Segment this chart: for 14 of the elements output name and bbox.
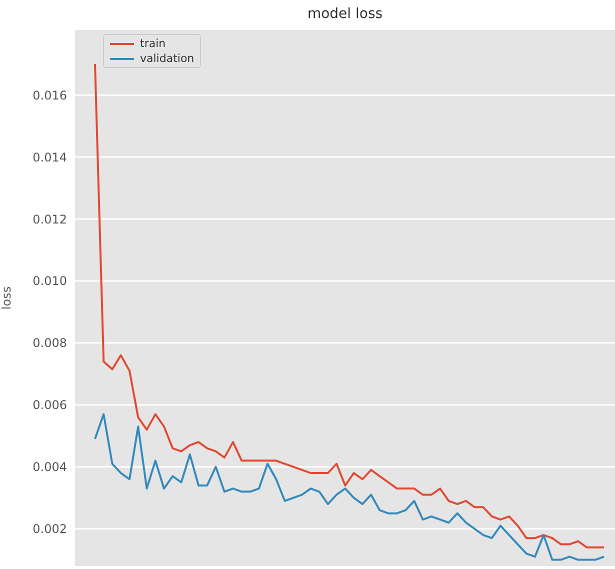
- line-series: [94, 413, 605, 561]
- chart-title: model loss: [306, 6, 384, 22]
- legend-label: train: [140, 36, 166, 51]
- line-series: [94, 63, 605, 548]
- y-tick-label: 0.010: [32, 274, 67, 288]
- y-tick-label: 0.012: [32, 212, 67, 226]
- y-tick-label: 0.014: [32, 150, 67, 164]
- y-tick-label: 0.008: [32, 336, 67, 350]
- legend-label: validation: [140, 51, 194, 66]
- y-tick-label: 0.016: [32, 88, 67, 102]
- y-tick-label: 0.006: [32, 398, 67, 412]
- y-axis-title: loss: [0, 286, 14, 310]
- y-tick-label: 0.004: [32, 460, 67, 474]
- y-tick-label: 0.002: [32, 522, 67, 536]
